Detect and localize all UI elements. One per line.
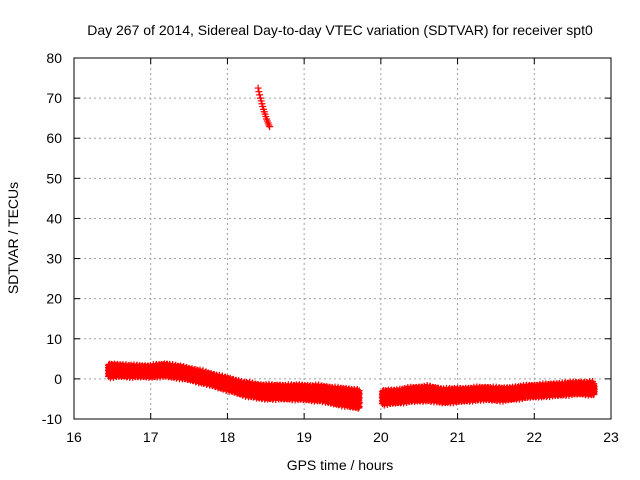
grid-lines	[74, 58, 611, 419]
data-marks	[105, 84, 598, 412]
series-sdtvar_band_1	[105, 360, 363, 412]
chart-title: Day 267 of 2014, Sidereal Day-to-day VTE…	[87, 22, 593, 38]
series-sdtvar_band_2	[378, 378, 598, 409]
